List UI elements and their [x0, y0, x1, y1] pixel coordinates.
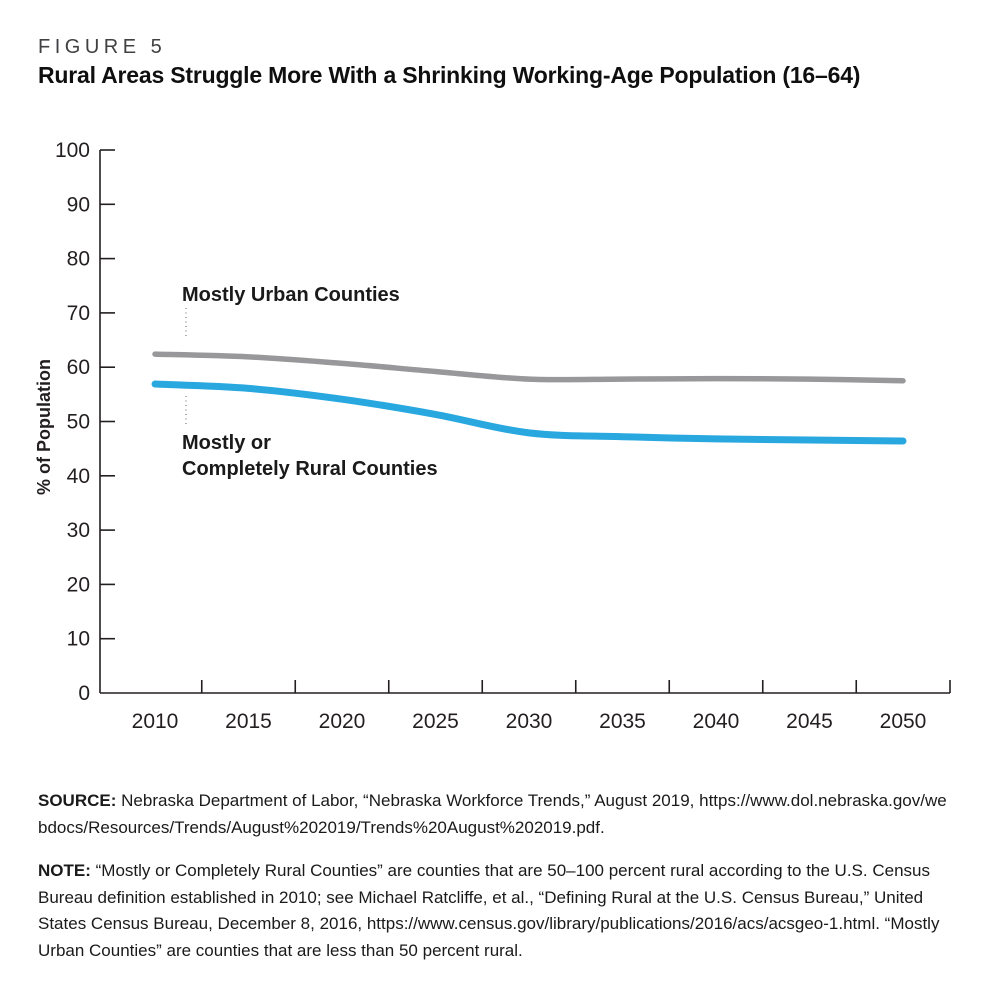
line-chart: 0 10 20 30 40 50 60 70 80 90 100 2010 2015 2020 2025 20… [0, 130, 1000, 785]
y-tick-label: 40 [67, 465, 90, 488]
y-tick-label: 90 [67, 193, 90, 216]
series-label-rural-line1: Mostly or [182, 432, 271, 454]
x-tick-label: 2035 [599, 710, 646, 733]
series-label-rural: Mostly or Completely Rural Counties [182, 430, 438, 482]
y-tick-label: 60 [67, 356, 90, 379]
x-tick-label: 2015 [225, 710, 272, 733]
x-tick-label: 2025 [412, 710, 459, 733]
urban-line [152, 351, 906, 384]
y-tick-label: 0 [78, 682, 90, 705]
x-tick-label: 2040 [693, 710, 740, 733]
y-tick-label: 30 [67, 519, 90, 542]
source-body: Nebraska Department of Labor, “Nebraska … [38, 791, 947, 837]
y-tick-label: 20 [67, 573, 90, 596]
y-tick-label: 70 [67, 302, 90, 325]
x-tick-label: 2010 [132, 710, 179, 733]
x-tick-label: 2020 [319, 710, 366, 733]
note-label: NOTE: [38, 861, 91, 880]
y-tick-label: 100 [55, 139, 90, 162]
x-tick-label: 2030 [506, 710, 553, 733]
source-text: SOURCE: Nebraska Department of Labor, “N… [38, 788, 950, 841]
figure-title: Rural Areas Struggle More With a Shrinki… [38, 62, 861, 88]
rural-line [151, 380, 907, 445]
series-label-rural-line2: Completely Rural Counties [182, 458, 438, 480]
x-tick-label: 2050 [880, 710, 927, 733]
series-label-urban: Mostly Urban Counties [182, 284, 400, 306]
y-tick-label: 10 [67, 628, 90, 651]
note-body: “Mostly or Completely Rural Counties” ar… [38, 861, 940, 960]
x-tick-label: 2045 [786, 710, 833, 733]
source-label: SOURCE: [38, 791, 117, 810]
figure-label: FIGURE 5 [38, 36, 167, 58]
y-axis-title: % of Population [34, 359, 54, 495]
y-tick-label: 50 [67, 411, 90, 434]
note-text: NOTE: “Mostly or Completely Rural Counti… [38, 858, 968, 964]
y-tick-label: 80 [67, 248, 90, 271]
